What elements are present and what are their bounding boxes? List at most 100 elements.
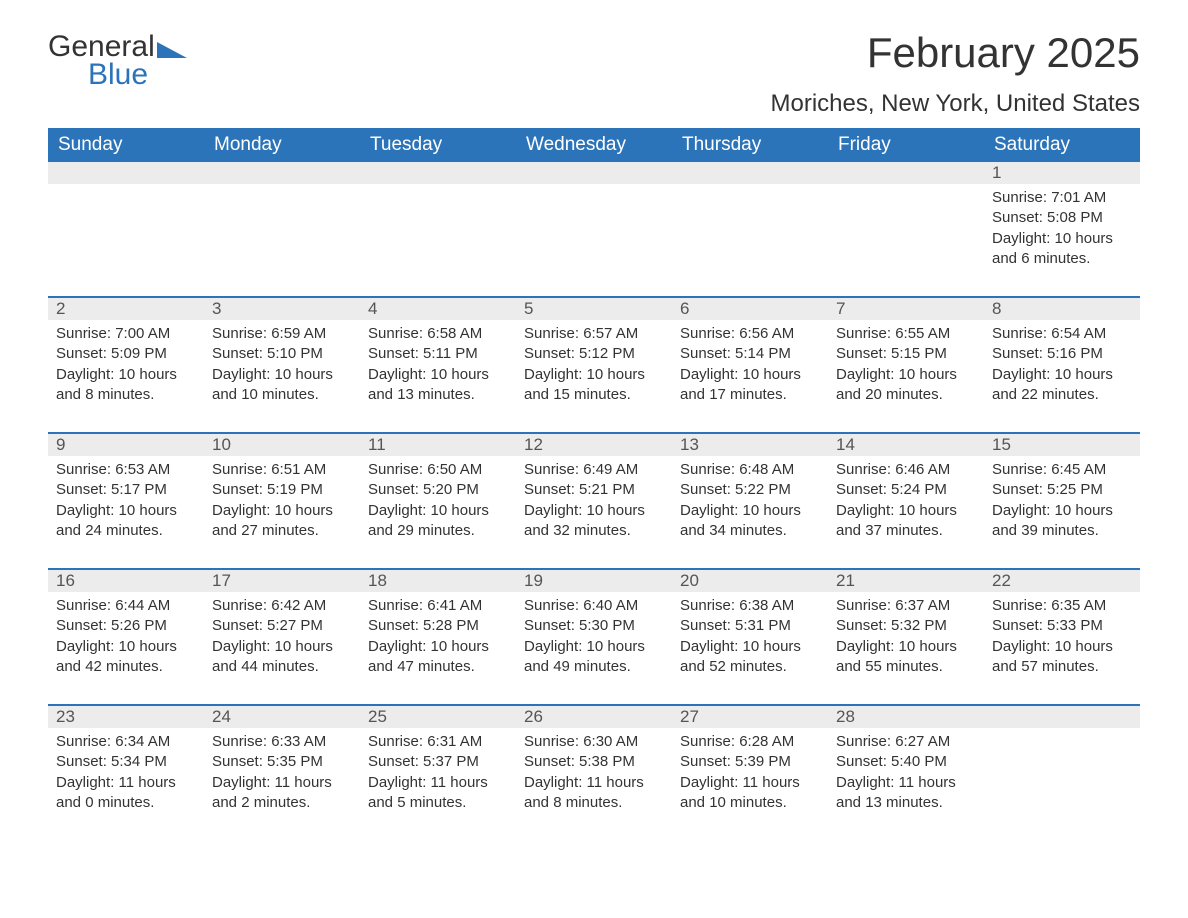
daylight-line: Daylight: 10 hours and 17 minutes. bbox=[680, 365, 820, 406]
calendar-grid: SundayMondayTuesdayWednesdayThursdayFrid… bbox=[48, 128, 1140, 828]
daylight-line: Daylight: 10 hours and 55 minutes. bbox=[836, 637, 976, 678]
cell-body: Sunrise: 6:55 AMSunset: 5:15 PMDaylight:… bbox=[828, 320, 984, 411]
cell-body: Sunrise: 6:58 AMSunset: 5:11 PMDaylight:… bbox=[360, 320, 516, 411]
daylight-line: Daylight: 11 hours and 10 minutes. bbox=[680, 773, 820, 814]
daylight-line: Daylight: 10 hours and 57 minutes. bbox=[992, 637, 1132, 678]
sunset-line: Sunset: 5:12 PM bbox=[524, 344, 664, 364]
sunrise-line: Sunrise: 6:35 AM bbox=[992, 596, 1132, 616]
daylight-line: Daylight: 10 hours and 13 minutes. bbox=[368, 365, 508, 406]
daylight-line: Daylight: 10 hours and 20 minutes. bbox=[836, 365, 976, 406]
calendar-week: 23Sunrise: 6:34 AMSunset: 5:34 PMDayligh… bbox=[48, 704, 1140, 828]
weekday-header: Tuesday bbox=[360, 128, 516, 162]
brand-part2: Blue bbox=[88, 58, 148, 91]
day-number: 26 bbox=[516, 707, 543, 727]
calendar-cell bbox=[672, 162, 828, 284]
calendar-cell: 2Sunrise: 7:00 AMSunset: 5:09 PMDaylight… bbox=[48, 298, 204, 420]
weeks-container: 1Sunrise: 7:01 AMSunset: 5:08 PMDaylight… bbox=[48, 162, 1140, 828]
calendar-cell: 3Sunrise: 6:59 AMSunset: 5:10 PMDaylight… bbox=[204, 298, 360, 420]
calendar-week: 16Sunrise: 6:44 AMSunset: 5:26 PMDayligh… bbox=[48, 568, 1140, 692]
daynum-band: 8 bbox=[984, 298, 1140, 320]
day-number: 18 bbox=[360, 571, 387, 591]
cell-body: Sunrise: 6:27 AMSunset: 5:40 PMDaylight:… bbox=[828, 728, 984, 819]
daynum-band: 9 bbox=[48, 434, 204, 456]
cell-body: Sunrise: 6:57 AMSunset: 5:12 PMDaylight:… bbox=[516, 320, 672, 411]
calendar-cell: 18Sunrise: 6:41 AMSunset: 5:28 PMDayligh… bbox=[360, 570, 516, 692]
sunrise-line: Sunrise: 6:46 AM bbox=[836, 460, 976, 480]
daynum-band: 26 bbox=[516, 706, 672, 728]
sunset-line: Sunset: 5:19 PM bbox=[212, 480, 352, 500]
cell-body: Sunrise: 6:59 AMSunset: 5:10 PMDaylight:… bbox=[204, 320, 360, 411]
daylight-line: Daylight: 11 hours and 5 minutes. bbox=[368, 773, 508, 814]
sunrise-line: Sunrise: 6:44 AM bbox=[56, 596, 196, 616]
cell-body: Sunrise: 6:30 AMSunset: 5:38 PMDaylight:… bbox=[516, 728, 672, 819]
sunrise-line: Sunrise: 6:28 AM bbox=[680, 732, 820, 752]
sunset-line: Sunset: 5:09 PM bbox=[56, 344, 196, 364]
sunset-line: Sunset: 5:30 PM bbox=[524, 616, 664, 636]
cell-body: Sunrise: 6:49 AMSunset: 5:21 PMDaylight:… bbox=[516, 456, 672, 547]
day-number: 5 bbox=[516, 299, 533, 319]
daylight-line: Daylight: 10 hours and 37 minutes. bbox=[836, 501, 976, 542]
weekday-header: Wednesday bbox=[516, 128, 672, 162]
calendar-cell bbox=[516, 162, 672, 284]
day-number: 28 bbox=[828, 707, 855, 727]
daylight-line: Daylight: 11 hours and 0 minutes. bbox=[56, 773, 196, 814]
month-title: February 2025 bbox=[770, 30, 1140, 76]
day-number: 1 bbox=[984, 163, 1001, 183]
daynum-band: 11 bbox=[360, 434, 516, 456]
sunset-line: Sunset: 5:10 PM bbox=[212, 344, 352, 364]
daylight-line: Daylight: 10 hours and 8 minutes. bbox=[56, 365, 196, 406]
daynum-band bbox=[360, 162, 516, 184]
day-number: 22 bbox=[984, 571, 1011, 591]
flag-icon bbox=[157, 40, 191, 60]
calendar-cell: 22Sunrise: 6:35 AMSunset: 5:33 PMDayligh… bbox=[984, 570, 1140, 692]
day-number: 25 bbox=[360, 707, 387, 727]
calendar-cell: 16Sunrise: 6:44 AMSunset: 5:26 PMDayligh… bbox=[48, 570, 204, 692]
sunrise-line: Sunrise: 6:56 AM bbox=[680, 324, 820, 344]
cell-body: Sunrise: 6:56 AMSunset: 5:14 PMDaylight:… bbox=[672, 320, 828, 411]
sunrise-line: Sunrise: 6:42 AM bbox=[212, 596, 352, 616]
sunrise-line: Sunrise: 6:54 AM bbox=[992, 324, 1132, 344]
cell-body: Sunrise: 6:28 AMSunset: 5:39 PMDaylight:… bbox=[672, 728, 828, 819]
daynum-band bbox=[672, 162, 828, 184]
cell-body: Sunrise: 6:54 AMSunset: 5:16 PMDaylight:… bbox=[984, 320, 1140, 411]
cell-body: Sunrise: 7:00 AMSunset: 5:09 PMDaylight:… bbox=[48, 320, 204, 411]
day-number: 8 bbox=[984, 299, 1001, 319]
calendar-cell bbox=[204, 162, 360, 284]
sunset-line: Sunset: 5:08 PM bbox=[992, 208, 1132, 228]
sunrise-line: Sunrise: 6:31 AM bbox=[368, 732, 508, 752]
calendar-cell: 27Sunrise: 6:28 AMSunset: 5:39 PMDayligh… bbox=[672, 706, 828, 828]
sunset-line: Sunset: 5:35 PM bbox=[212, 752, 352, 772]
weekday-header-row: SundayMondayTuesdayWednesdayThursdayFrid… bbox=[48, 128, 1140, 162]
daylight-line: Daylight: 10 hours and 29 minutes. bbox=[368, 501, 508, 542]
daynum-band: 14 bbox=[828, 434, 984, 456]
day-number: 2 bbox=[48, 299, 65, 319]
day-number: 3 bbox=[204, 299, 221, 319]
cell-body: Sunrise: 6:37 AMSunset: 5:32 PMDaylight:… bbox=[828, 592, 984, 683]
daynum-band: 20 bbox=[672, 570, 828, 592]
sunrise-line: Sunrise: 6:59 AM bbox=[212, 324, 352, 344]
daynum-band: 21 bbox=[828, 570, 984, 592]
cell-body: Sunrise: 6:33 AMSunset: 5:35 PMDaylight:… bbox=[204, 728, 360, 819]
calendar-cell bbox=[360, 162, 516, 284]
daylight-line: Daylight: 10 hours and 39 minutes. bbox=[992, 501, 1132, 542]
calendar-cell bbox=[48, 162, 204, 284]
cell-body: Sunrise: 6:46 AMSunset: 5:24 PMDaylight:… bbox=[828, 456, 984, 547]
day-number: 24 bbox=[204, 707, 231, 727]
page-header: General Blue February 2025 Moriches, New… bbox=[48, 30, 1140, 118]
calendar-cell bbox=[984, 706, 1140, 828]
calendar-cell: 13Sunrise: 6:48 AMSunset: 5:22 PMDayligh… bbox=[672, 434, 828, 556]
daylight-line: Daylight: 10 hours and 52 minutes. bbox=[680, 637, 820, 678]
sunset-line: Sunset: 5:15 PM bbox=[836, 344, 976, 364]
daynum-band: 18 bbox=[360, 570, 516, 592]
sunset-line: Sunset: 5:34 PM bbox=[56, 752, 196, 772]
weekday-header: Friday bbox=[828, 128, 984, 162]
calendar-cell: 14Sunrise: 6:46 AMSunset: 5:24 PMDayligh… bbox=[828, 434, 984, 556]
daynum-band: 5 bbox=[516, 298, 672, 320]
sunrise-line: Sunrise: 6:53 AM bbox=[56, 460, 196, 480]
sunrise-line: Sunrise: 6:37 AM bbox=[836, 596, 976, 616]
sunset-line: Sunset: 5:37 PM bbox=[368, 752, 508, 772]
daylight-line: Daylight: 11 hours and 13 minutes. bbox=[836, 773, 976, 814]
daynum-band: 7 bbox=[828, 298, 984, 320]
cell-body: Sunrise: 6:42 AMSunset: 5:27 PMDaylight:… bbox=[204, 592, 360, 683]
daynum-band: 25 bbox=[360, 706, 516, 728]
